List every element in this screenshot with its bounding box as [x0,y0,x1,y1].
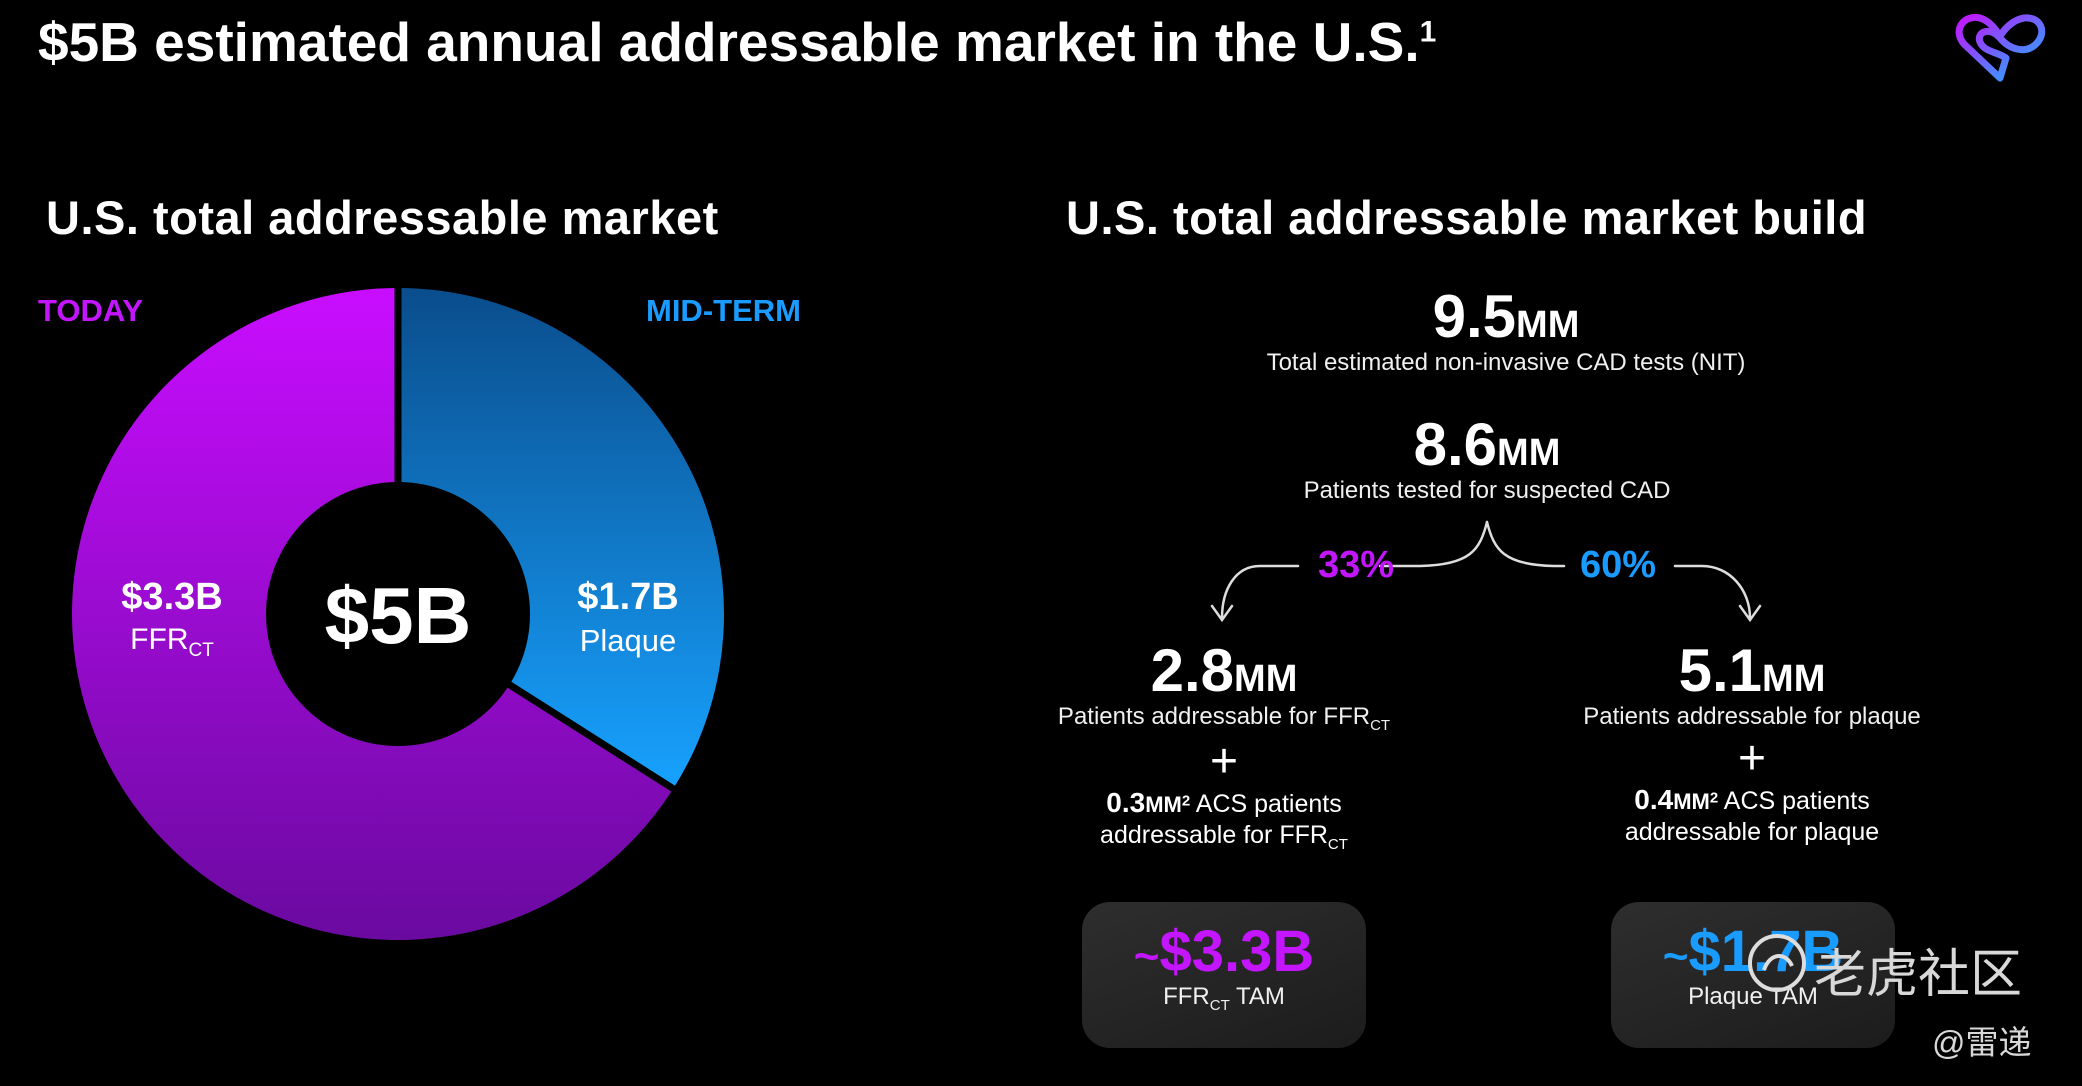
donut-center-label: $5B [324,571,472,660]
left-section-title: U.S. total addressable market [46,191,719,244]
nit-block: 9.5MM Total estimated non-invasive CAD t… [1266,283,1746,376]
page-title: $5B estimated annual addressable market … [38,11,1437,73]
plaque-slice-label: $1.7B Plaque [577,576,679,658]
ffr-slice-label: $3.3B FFRCT [121,576,223,661]
split-arrows [1210,520,1762,623]
ffr-tam-box: ~$3.3B FFRCT TAM [1082,902,1366,1048]
watermark-user: @雷递 [1932,1024,2032,1061]
tested-block: 8.6MM Patients tested for suspected CAD [1303,411,1671,504]
heart-infinity-logo-icon [1955,13,2046,82]
donut-chart [72,287,724,940]
watermark-brand: 老虎社区 [1814,946,2023,1004]
midterm-label: MID-TERM [646,293,801,328]
right-section-title: U.S. total addressable market build [1066,191,1868,244]
split-right-pct: 60% [1579,544,1657,586]
plaque-branch: 5.1MM Patients addressable for plaque + … [1583,637,1921,846]
today-label: TODAY [38,293,144,328]
tiger-logo-icon [1748,934,1806,992]
ffr-branch: 2.8MM Patients addressable for FFRCT + 0… [1057,637,1391,853]
split-left-pct: 33% [1317,544,1395,586]
